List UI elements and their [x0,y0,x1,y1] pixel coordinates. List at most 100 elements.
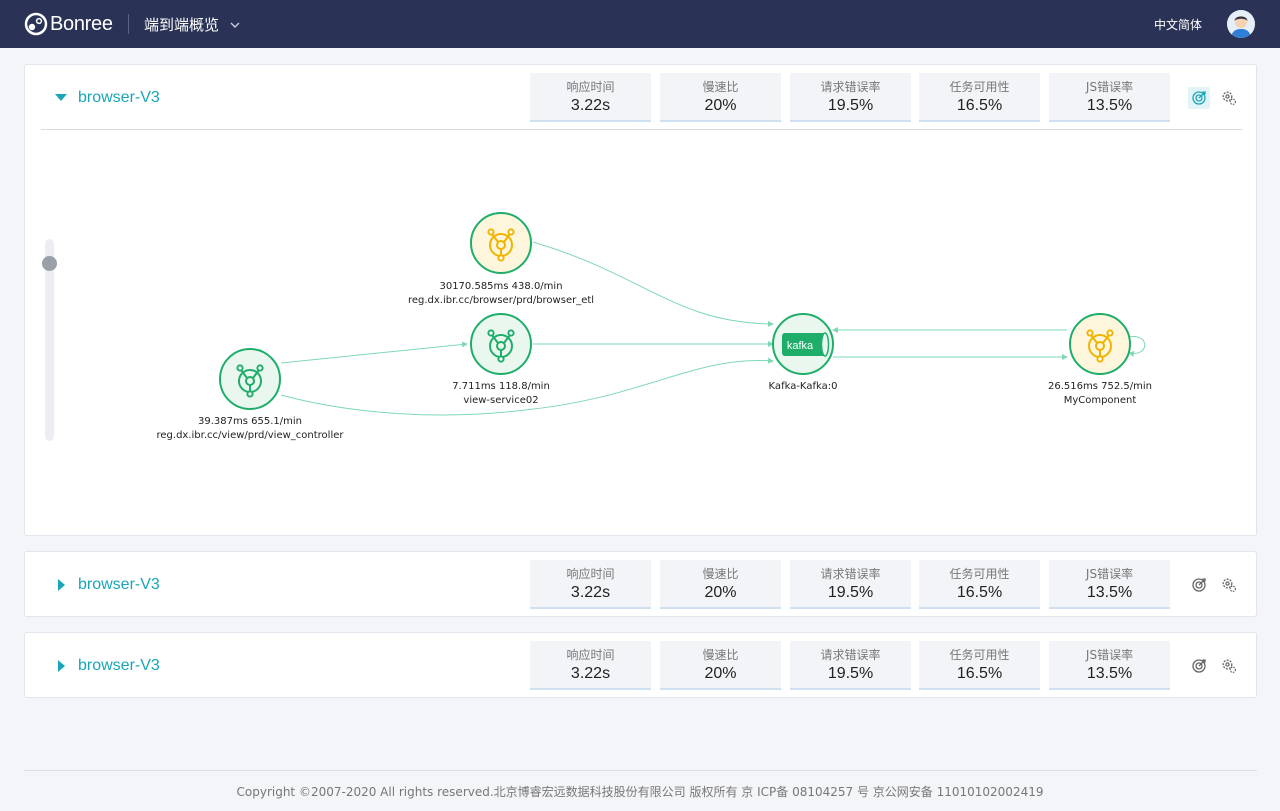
node-label-view-service02: 7.711ms 118.8/min view-service02 [452,380,550,408]
kafka-icon: kafka [782,332,830,357]
metric-value: 20% [704,97,737,114]
service-node-icon [1086,329,1114,363]
app-panel-2: browser-V3 响应时间 3.22s 慢速比 20% 请求错误率 19.5… [24,551,1257,617]
metric-value: 3.22s [570,97,611,114]
panel-header-divider [41,129,1242,130]
metric-label: 慢速比 [702,567,739,581]
gear-icon [1222,578,1237,593]
footer-copyright: Copyright ©2007-2020 All rights reserved… [236,785,1044,799]
metric-label: 请求错误率 [820,648,881,662]
metric-value: 19.5% [827,665,874,682]
zoom-slider-handle[interactable] [42,256,57,271]
topology-graph: kafka [219,212,1146,416]
metric-request-error-rate[interactable]: 请求错误率 19.5% [790,73,911,122]
topology-edges [280,241,1146,416]
metric-js-error-rate[interactable]: JS错误率 13.5% [1049,560,1170,609]
app-name[interactable]: browser-V3 [78,657,160,674]
edge-view-controller-to-view-service02 [280,341,468,364]
metric-value: 3.22s [570,584,611,601]
metric-value: 20% [704,665,737,682]
node-name: view-service02 [463,395,539,406]
bonree-logo[interactable]: Bonree [24,11,113,37]
panel-header: browser-V3 响应时间 3.22s 慢速比 20% 请求错误率 19.5… [25,65,1256,129]
metric-label: 任务可用性 [949,648,1010,662]
node-mycomponent[interactable] [1069,313,1131,375]
footer-divider [24,770,1257,771]
metric-label: 慢速比 [702,648,739,662]
node-view-service02[interactable] [470,313,532,375]
caret-down-icon[interactable] [55,92,67,104]
node-stats: 7.711ms 118.8/min [452,381,550,392]
metric-value: 19.5% [827,97,874,114]
chevron-down-icon [230,22,240,28]
target-icon [1192,578,1206,592]
node-kafka[interactable]: kafka [772,313,834,375]
zoom-slider-track[interactable] [45,239,54,441]
node-view-controller[interactable] [219,348,281,410]
metric-task-availability[interactable]: 任务可用性 16.5% [919,560,1040,609]
gear-icon [1222,91,1237,106]
app-panel-3: browser-V3 响应时间 3.22s 慢速比 20% 请求错误率 19.5… [24,632,1257,698]
metric-task-availability[interactable]: 任务可用性 16.5% [919,641,1040,690]
metric-label: 响应时间 [566,80,615,94]
app-panel-1: browser-V3 响应时间 3.22s 慢速比 20% 请求错误率 19.5… [24,64,1257,536]
metric-value: 16.5% [956,97,1003,114]
node-label-kafka: Kafka-Kafka:0 [769,380,838,394]
metric-label: 任务可用性 [949,567,1010,581]
language-switch[interactable]: 中文简体 [1154,18,1203,32]
caret-right-icon[interactable] [55,660,67,672]
page-title-dropdown[interactable]: 端到端概览 [144,14,241,35]
node-name: reg.dx.ibr.cc/browser/prd/browser_etl [407,295,595,306]
target-button[interactable] [1188,87,1210,109]
app-name[interactable]: browser-V3 [78,89,160,106]
metric-value: 3.22s [570,665,611,682]
metric-label: 任务可用性 [949,80,1010,94]
metric-value: 16.5% [956,665,1003,682]
app-name[interactable]: browser-V3 [78,576,160,593]
metric-value: 19.5% [827,584,874,601]
service-node-icon [487,228,515,262]
user-avatar[interactable] [1227,10,1255,38]
metric-label: JS错误率 [1085,567,1134,581]
header-divider [128,14,129,34]
target-button[interactable] [1188,574,1210,596]
caret-right-icon[interactable] [55,579,67,591]
metric-label: 请求错误率 [820,80,881,94]
node-stats: 39.387ms 655.1/min [198,416,302,427]
settings-button[interactable] [1218,574,1240,596]
metric-value: 13.5% [1086,665,1133,682]
edge-mycomponent-self-loop [1128,336,1146,357]
top-bar: Bonree 端到端概览 中文简体 [0,0,1280,48]
kafka-icon-text: kafka [787,340,814,352]
target-icon [1192,659,1206,673]
metric-label: JS错误率 [1085,648,1134,662]
target-button[interactable] [1188,655,1210,677]
metric-request-error-rate[interactable]: 请求错误率 19.5% [790,641,911,690]
node-browser-etl[interactable] [470,212,532,274]
metric-js-error-rate[interactable]: JS错误率 13.5% [1049,73,1170,122]
metric-slow-ratio[interactable]: 慢速比 20% [660,73,781,122]
settings-button[interactable] [1218,655,1240,677]
node-label-view-controller: 39.387ms 655.1/min reg.dx.ibr.cc/view/pr… [156,415,343,443]
metric-response-time[interactable]: 响应时间 3.22s [530,641,651,690]
metric-slow-ratio[interactable]: 慢速比 20% [660,560,781,609]
node-stats: 30170.585ms 438.0/min [439,281,563,292]
metric-value: 20% [704,584,737,601]
metric-value: 13.5% [1086,584,1133,601]
settings-button[interactable] [1218,87,1240,109]
node-label-mycomponent: 26.516ms 752.5/min MyComponent [1048,380,1152,408]
metric-js-error-rate[interactable]: JS错误率 13.5% [1049,641,1170,690]
metric-response-time[interactable]: 响应时间 3.22s [530,73,651,122]
metric-request-error-rate[interactable]: 请求错误率 19.5% [790,560,911,609]
metric-slow-ratio[interactable]: 慢速比 20% [660,641,781,690]
metric-response-time[interactable]: 响应时间 3.22s [530,560,651,609]
service-node-icon [487,329,515,363]
metric-label: 响应时间 [566,648,615,662]
metric-value: 13.5% [1086,97,1133,114]
service-node-icon [236,364,264,398]
avatar-icon [1227,10,1255,38]
metric-label: 请求错误率 [820,567,881,581]
node-name: Kafka-Kafka:0 [768,381,838,392]
metric-label: 慢速比 [702,80,739,94]
metric-task-availability[interactable]: 任务可用性 16.5% [919,73,1040,122]
